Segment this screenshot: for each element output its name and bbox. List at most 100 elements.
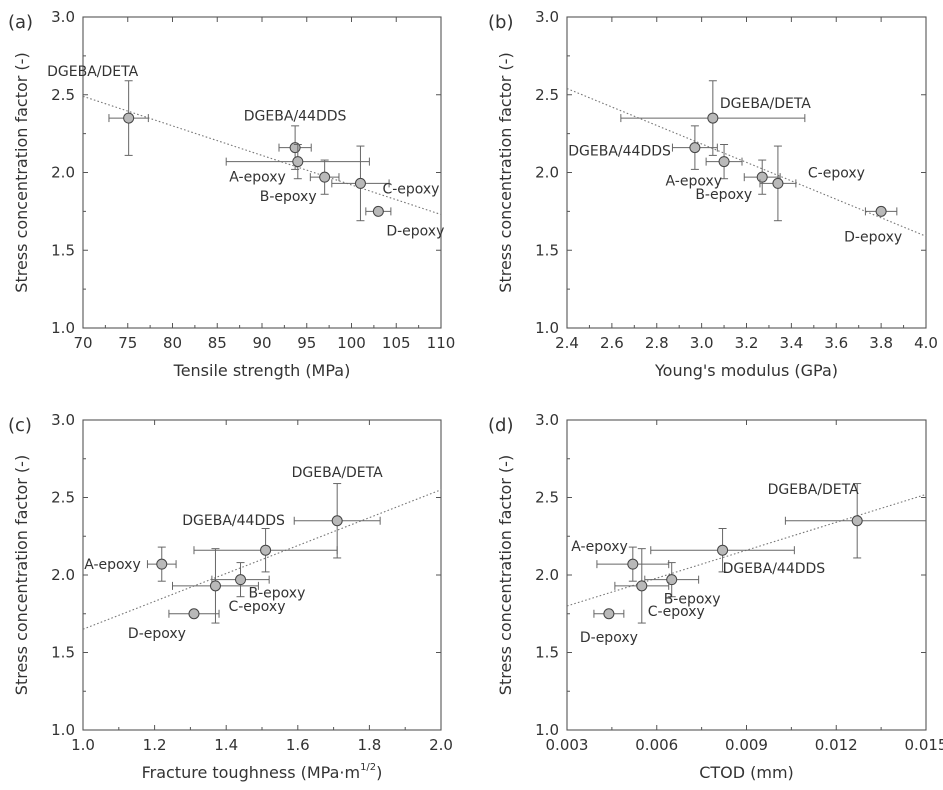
x-tick-label: 2.4 (555, 334, 579, 352)
x-tick-label: 75 (118, 334, 137, 352)
point-label: D-epoxy (128, 626, 186, 642)
point-label: D-epoxy (844, 229, 902, 245)
x-tick-label: 2.0 (429, 736, 453, 754)
data-point-a-epoxy (705, 144, 743, 180)
data-point-marker (875, 205, 887, 217)
point-label: DGEBA/44DDS (568, 144, 671, 160)
x-tick-label: 3.0 (690, 334, 714, 352)
point-label: D-epoxy (580, 630, 638, 646)
x-tick-label: 80 (163, 334, 182, 352)
panel-label: (a) (8, 12, 33, 33)
point-label: DGEBA/44DDS (244, 109, 347, 125)
x-tick-label: 0.015 (905, 736, 943, 754)
data-point-c-epoxy (331, 145, 390, 222)
y-tick-label: 2.5 (51, 86, 75, 104)
data-point-marker (636, 580, 648, 592)
data-point-marker (372, 205, 384, 217)
data-point-c-epoxy (614, 548, 670, 624)
x-tick-label: 1.0 (71, 736, 95, 754)
x-axis-label-superscript: 1/2 (360, 762, 376, 773)
y-axis-label: Stress concentration factor (-) (12, 455, 31, 695)
data-point-marker (260, 544, 272, 556)
point-label: C-epoxy (228, 599, 285, 615)
x-tick-label: 1.4 (214, 736, 238, 754)
point-label: DGEBA/44DDS (182, 513, 285, 529)
panel-c: (c) 1.0 1.2 1.4 1.6 1.8 2.0 1.0 1.5 2.0 2.5 3.0 Frac… (8, 411, 453, 782)
y-tick-label: 2.0 (535, 164, 559, 182)
x-tick-label: 90 (252, 334, 271, 352)
y-axis-label: Stress concentration factor (-) (496, 52, 515, 292)
y-tick-label: 3.0 (51, 8, 75, 26)
data-point-marker (331, 515, 343, 527)
data-point-marker (209, 580, 221, 592)
x-tick-label: 3.2 (735, 334, 759, 352)
point-label: DGEBA/DETA (720, 96, 811, 112)
x-tick-label: 95 (297, 334, 316, 352)
point-label: DGEBA/DETA (768, 482, 859, 498)
y-tick-label: 1.0 (51, 319, 75, 337)
data-point-marker (718, 156, 730, 168)
x-tick-label: 105 (382, 334, 411, 352)
y-tick-label: 1.5 (51, 644, 75, 662)
data-point-marker (627, 558, 639, 570)
data-point-marker (772, 177, 784, 189)
data-point-dgeba-44dds (671, 125, 718, 170)
data-point-d-epoxy (593, 608, 625, 620)
data-point-marker (689, 142, 701, 154)
data-point-marker (354, 177, 366, 189)
data-point-dgeba-44dds (650, 528, 795, 573)
x-tick-label: 70 (73, 334, 92, 352)
point-label: B-epoxy (695, 187, 752, 203)
y-tick-label: 2.0 (535, 566, 559, 584)
x-tick-label: 0.009 (725, 736, 768, 754)
point-label: A-epoxy (571, 539, 628, 555)
point-label: DGEBA/44DDS (723, 561, 826, 577)
y-tick-label: 2.5 (535, 489, 559, 507)
y-tick-label: 1.0 (535, 721, 559, 739)
x-axis-label-text: Tensile strength (MPa) (173, 361, 351, 380)
data-point-marker (235, 574, 247, 586)
point-label: DGEBA/DETA (292, 465, 383, 481)
y-tick-label: 1.5 (535, 644, 559, 662)
y-tick-label: 1.0 (51, 721, 75, 739)
data-point-marker (292, 156, 304, 168)
point-label: A-epoxy (229, 170, 286, 186)
data-point-marker (851, 515, 863, 527)
data-point-marker (319, 171, 331, 183)
x-tick-label: 1.6 (286, 736, 310, 754)
data-point-dgeba-deta (108, 80, 149, 156)
panel-d: (d) 0.003 0.006 0.009 0.012 0.015 1.0 1.5 2.0 2.5… (488, 411, 943, 782)
x-axis-label: Tensile strength (MPa) (173, 361, 351, 380)
panel-label: (c) (8, 415, 32, 436)
data-point-b-epoxy (211, 562, 270, 598)
x-axis-label-text: CTOD (mm) (699, 763, 794, 782)
y-tick-label: 1.5 (535, 241, 559, 259)
data-point-marker (156, 558, 168, 570)
point-label: D-epoxy (386, 223, 444, 239)
data-point-marker (666, 574, 678, 586)
y-tick-label: 1.5 (51, 241, 75, 259)
data-point-b-epoxy (309, 159, 340, 195)
point-label: C-epoxy (648, 604, 705, 620)
data-point-dgeba-44dds (193, 528, 338, 573)
x-tick-label: 2.6 (600, 334, 624, 352)
x-tick-label: 0.012 (815, 736, 858, 754)
data-point-a-epoxy (596, 546, 670, 582)
data-point-marker (603, 608, 615, 620)
point-label: C-epoxy (382, 181, 439, 197)
x-axis-label: CTOD (mm) (699, 763, 794, 782)
data-point-marker (123, 112, 135, 124)
data-point-dgeba-deta (620, 80, 806, 156)
data-point-dgeba-deta (784, 483, 926, 559)
x-tick-label: 1.2 (143, 736, 167, 754)
data-point-a-epoxy (146, 546, 177, 582)
y-tick-label: 2.0 (51, 566, 75, 584)
x-axis-label-text: Fracture toughness (MPa·m (142, 763, 360, 782)
data-point-c-epoxy (172, 548, 259, 624)
x-axis-label: Fracture toughness (MPa·m1/2) (142, 762, 383, 782)
panel-label: (b) (488, 12, 513, 33)
x-tick-label: 100 (337, 334, 366, 352)
y-tick-label: 2.5 (535, 86, 559, 104)
point-label: A-epoxy (666, 174, 723, 190)
